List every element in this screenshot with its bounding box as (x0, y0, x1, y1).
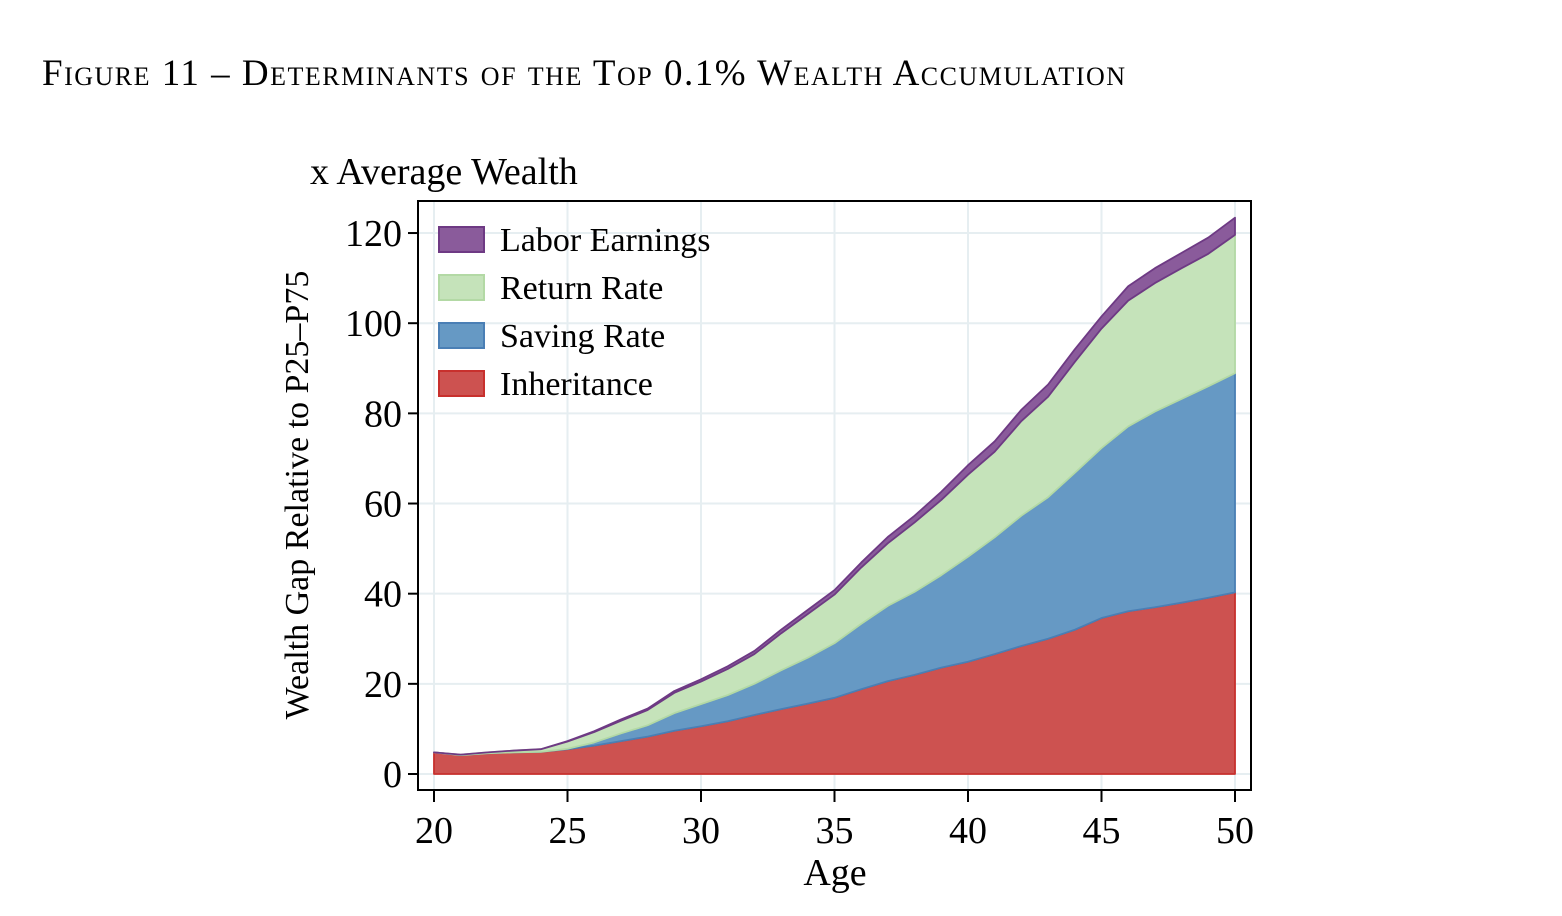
x-axis: 20 25 30 35 40 45 50 (415, 790, 1254, 852)
x-tick-label: 20 (415, 810, 453, 852)
legend-swatch (438, 274, 485, 301)
x-tick-label: 50 (1216, 810, 1254, 852)
x-tick-label: 30 (682, 810, 720, 852)
legend-swatch (438, 322, 485, 349)
legend-label: Labor Earnings (500, 222, 711, 259)
legend-label: Inheritance (500, 366, 653, 403)
y-axis: 0 20 40 60 80 100 120 (345, 213, 418, 796)
area-labor-earnings (433, 216, 1236, 756)
legend-label: Return Rate (500, 270, 663, 307)
legend: Labor Earnings Return Rate Saving Rate Inhe… (438, 222, 711, 403)
y-tick-label: 80 (364, 393, 402, 435)
y-tick-label: 0 (383, 754, 402, 796)
area-series (433, 216, 1236, 775)
y-axis-label: Wealth Gap Relative to P25–P75 (279, 271, 316, 720)
legend-item-inheritance: Inheritance (438, 366, 653, 403)
legend-item-saving-rate: Saving Rate (438, 318, 665, 355)
x-tick-label: 25 (549, 810, 587, 852)
y-tick-label: 100 (345, 303, 402, 345)
y-tick-label: 60 (364, 484, 402, 526)
y-tick-label: 120 (345, 213, 402, 255)
legend-swatch (438, 226, 485, 253)
legend-label: Saving Rate (500, 318, 665, 355)
legend-item-return-rate: Return Rate (438, 270, 663, 307)
x-axis-label: Age (803, 852, 866, 894)
figure-title: Figure 11 – Determinants of the Top 0.1%… (42, 53, 1127, 94)
x-tick-label: 45 (1083, 810, 1121, 852)
y-tick-label: 20 (364, 664, 402, 706)
chart-subtitle: x Average Wealth (310, 151, 578, 193)
legend-swatch (438, 370, 485, 397)
y-tick-label: 40 (364, 574, 402, 616)
legend-item-labor-earnings: Labor Earnings (438, 222, 711, 259)
x-tick-label: 40 (949, 810, 987, 852)
x-tick-label: 35 (816, 810, 854, 852)
